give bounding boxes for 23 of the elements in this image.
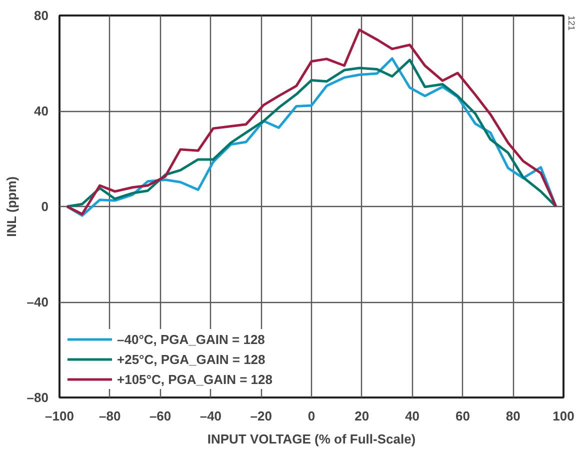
x-tick-label: 100 [552, 408, 574, 424]
x-tick-label: –40 [200, 408, 222, 424]
x-tick-label: 40 [405, 408, 420, 424]
legend-label: –40°C, PGA_GAIN = 128 [117, 332, 265, 346]
x-tick-label: 60 [455, 408, 470, 424]
y-tick-label: 0 [41, 199, 49, 214]
y-tick-label: –80 [26, 390, 49, 405]
x-tick-label: 0 [308, 408, 316, 424]
x-tick-label: –60 [149, 408, 172, 424]
y-axis-title: INL (ppm) [4, 176, 19, 237]
x-tick-label: 20 [354, 408, 370, 424]
text: 121 [566, 16, 576, 31]
x-tick-label: –20 [250, 408, 272, 424]
x-axis-title: INPUT VOLTAGE (% of Full-Scale) [207, 432, 416, 446]
legend-label: +105°C, PGA_GAIN = 128 [117, 372, 272, 386]
y-tick-label: –40 [26, 294, 49, 310]
x-tick-label: 80 [506, 408, 520, 424]
y-tick-label: 40 [34, 104, 49, 118]
x-tick-label: –100 [45, 408, 74, 424]
line-series [66, 28, 558, 216]
y-tick-label: 80 [34, 8, 49, 23]
x-tick-label: –80 [99, 408, 121, 424]
legend-label: +25°C, PGA_GAIN = 128 [117, 352, 266, 366]
